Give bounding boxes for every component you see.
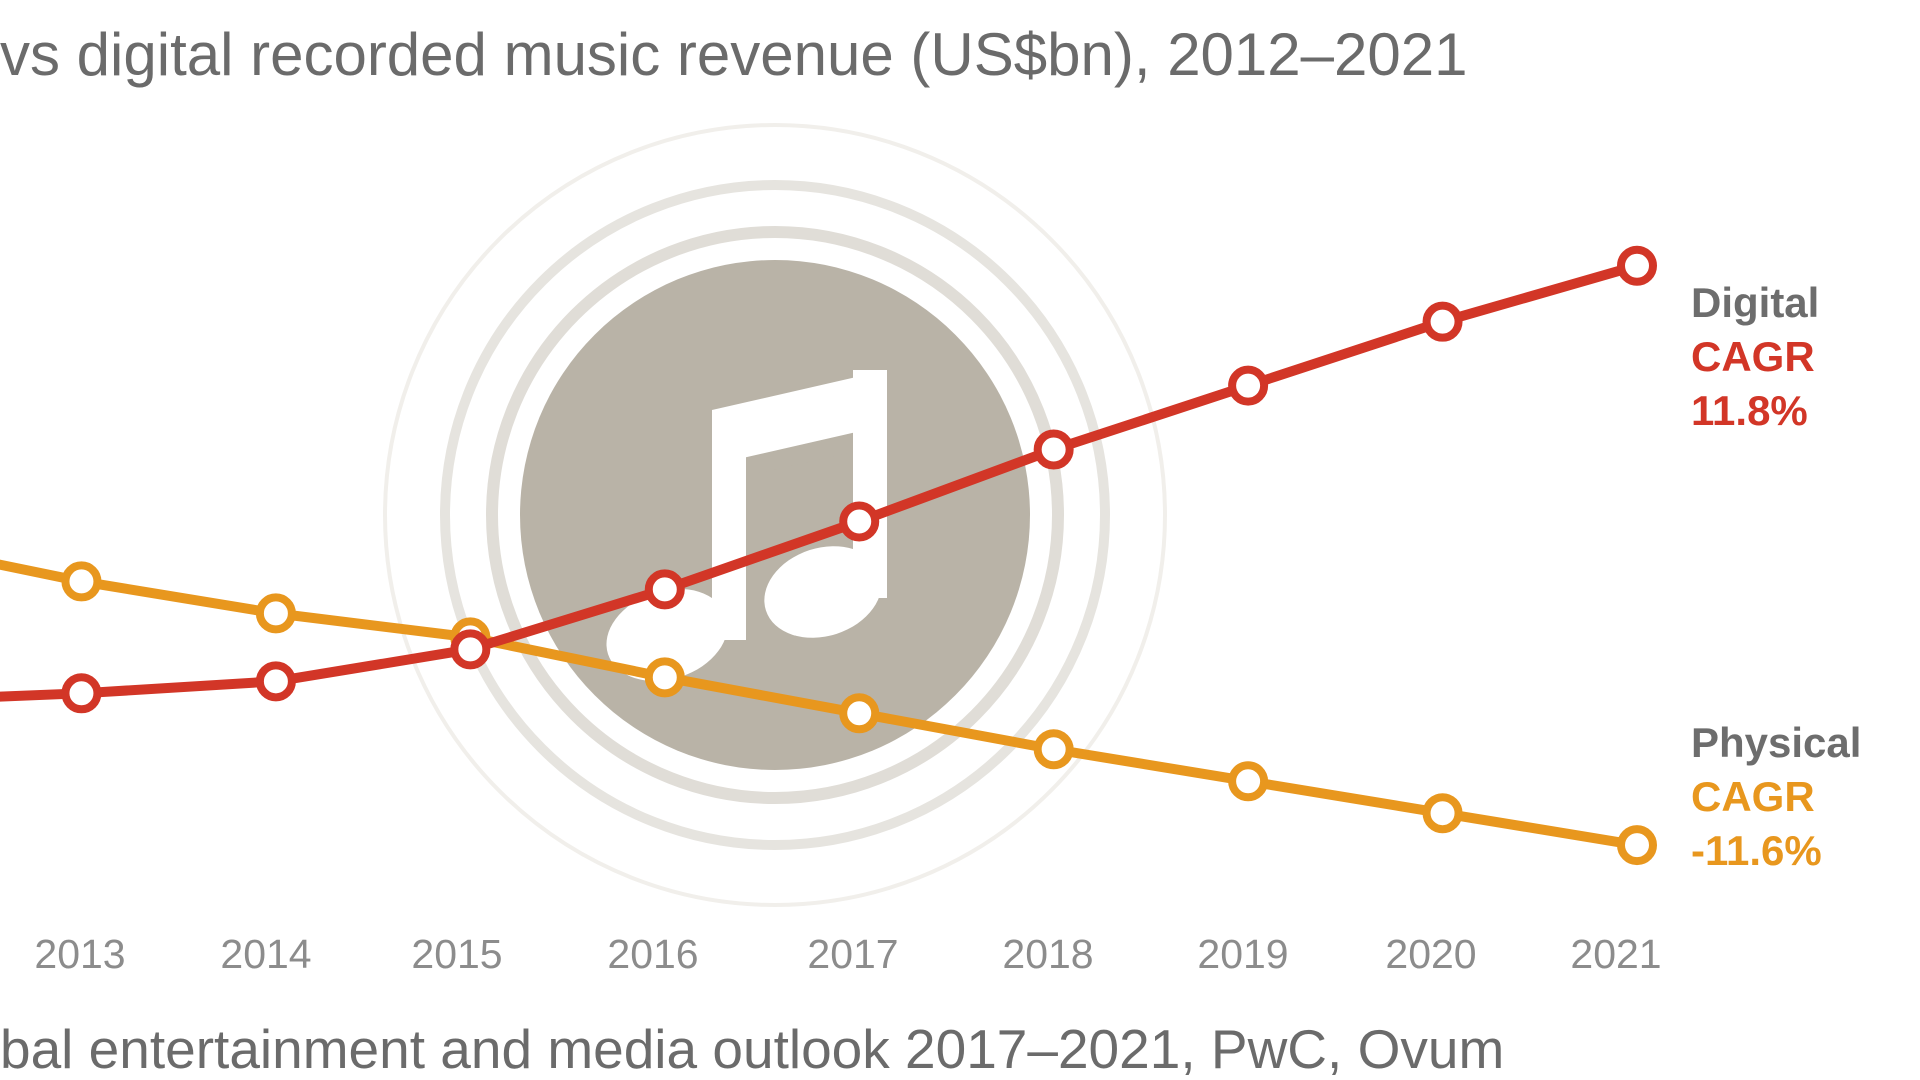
x-tick-label: 2018 [1002,931,1093,977]
x-tick-label: 2021 [1570,931,1661,977]
digital-point [255,661,296,702]
physical-point [1228,761,1269,802]
x-tick-label: 2015 [411,931,502,977]
physical-cagr-label: CAGR [1691,773,1815,820]
x-tick-label: 2019 [1197,931,1288,977]
digital-point [1033,429,1074,470]
legend: Digital CAGR 11.8% Physical CAGR -11.6% [1691,279,1861,874]
source-note: bal entertainment and media outlook 2017… [0,1018,1505,1080]
x-axis: 2013 2014 2015 2016 2017 2018 2019 2020 2021 [34,931,1661,977]
physical-cagr-value: -11.6% [1691,827,1822,874]
chart-title: vs digital recorded music revenue (US$bn… [0,21,1468,88]
background-emblem [383,123,1167,907]
physical-legend: Physical CAGR -11.6% [1691,719,1861,874]
physical-point [1617,825,1657,866]
x-tick-label: 2017 [807,931,898,977]
x-tick-label: 2013 [34,931,125,977]
digital-legend: Digital CAGR 11.8% [1691,279,1819,434]
digital-point [1617,245,1657,286]
digital-point [61,673,102,714]
digital-line [0,260,1642,702]
physical-series [0,559,1657,866]
digital-legend-name: Digital [1691,279,1819,326]
physical-point [839,693,880,734]
series-layer [0,245,1657,866]
music-note-icon [606,370,887,682]
digital-series [0,245,1657,714]
physical-line [0,559,1642,851]
digital-point [1228,365,1269,406]
digital-point [450,629,491,670]
digital-point [644,569,685,610]
digital-point [1422,301,1463,342]
physical-point [1033,729,1074,770]
inner-ring [486,226,1064,804]
digital-cagr-label: CAGR [1691,333,1815,380]
physical-legend-name: Physical [1691,719,1861,766]
physical-point [1422,793,1463,834]
physical-point [644,657,685,698]
physical-point [61,561,102,602]
digital-point [839,501,880,542]
x-tick-label: 2016 [607,931,698,977]
x-tick-label: 2020 [1385,931,1476,977]
middle-ring [440,180,1110,850]
digital-cagr-value: 11.8% [1691,387,1808,434]
x-tick-label: 2014 [220,931,311,977]
physical-point [255,593,296,634]
outer-ring [383,123,1167,907]
